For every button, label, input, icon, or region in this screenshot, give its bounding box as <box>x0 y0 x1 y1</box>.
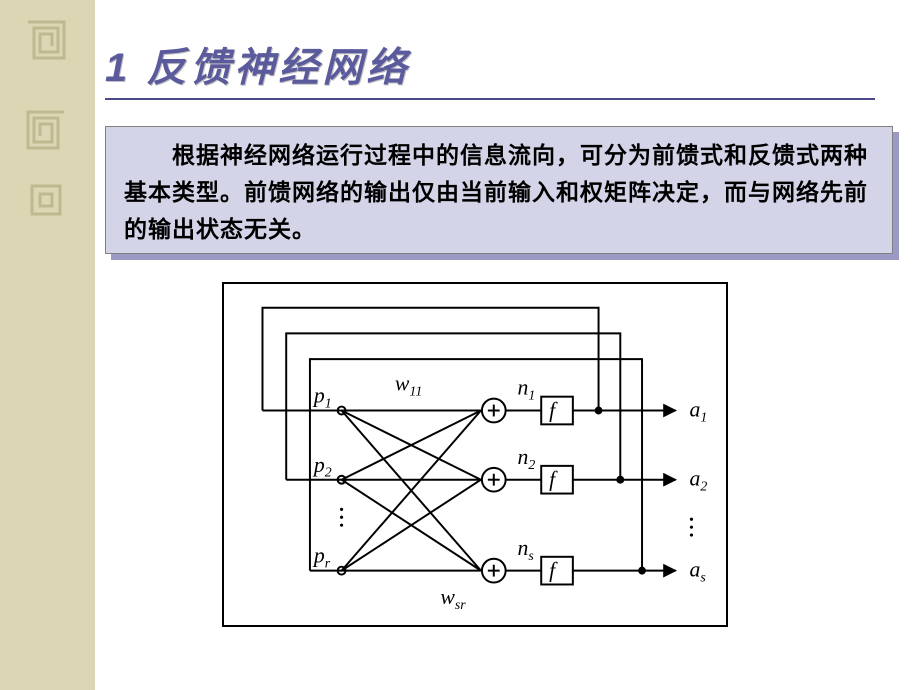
description-text: 根据神经网络运行过程中的信息流向，可分为前馈式和反馈式两种基本类型。前馈网络的输… <box>105 126 893 254</box>
svg-text:n2: n2 <box>518 445 536 472</box>
svg-text:ns: ns <box>518 536 534 563</box>
description-textbox: 根据神经网络运行过程中的信息流向，可分为前馈式和反馈式两种基本类型。前馈网络的输… <box>105 126 893 254</box>
title-underline <box>105 98 875 100</box>
slide-title: 1 反馈神经网络 <box>105 35 410 93</box>
svg-text:w11: w11 <box>395 372 422 399</box>
svg-text:a1: a1 <box>689 397 707 424</box>
network-diagram: fffp1p2prw11wsrn1n2nsa1a2as <box>222 282 728 627</box>
decorative-pattern-3 <box>24 178 68 222</box>
decorative-pattern-1 <box>24 18 68 62</box>
svg-text:wsr: wsr <box>440 585 466 612</box>
left-border-strip <box>0 0 95 690</box>
svg-text:as: as <box>689 558 705 585</box>
svg-text:p1: p1 <box>312 384 332 411</box>
svg-text:n1: n1 <box>518 376 536 403</box>
decorative-pattern-2 <box>24 108 68 152</box>
svg-text:p2: p2 <box>312 453 332 480</box>
svg-text:a2: a2 <box>689 467 707 494</box>
network-svg: fffp1p2prw11wsrn1n2nsa1a2as <box>224 284 726 625</box>
svg-text:pr: pr <box>312 544 331 571</box>
